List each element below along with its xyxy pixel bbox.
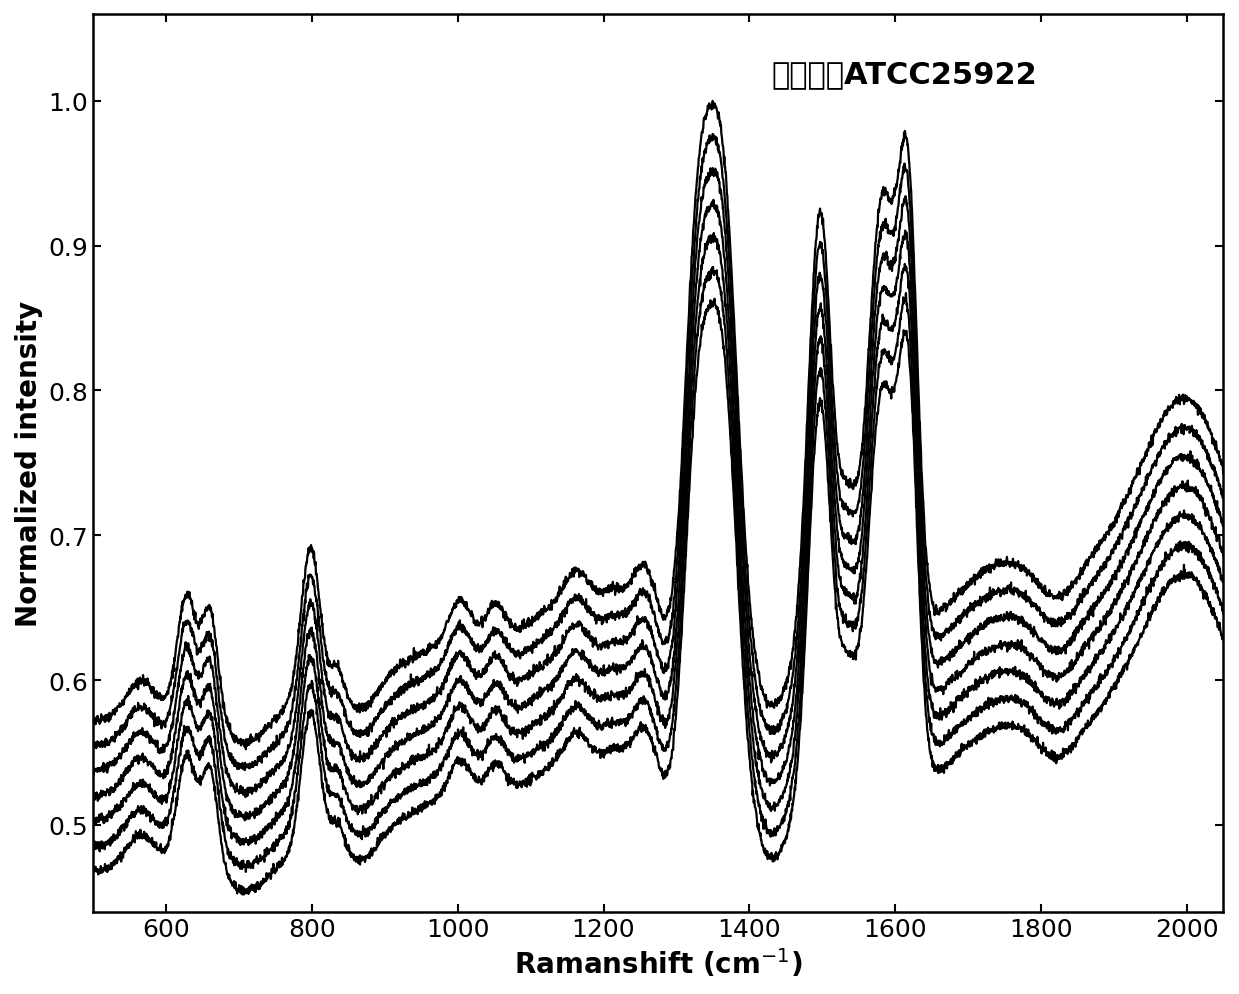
Y-axis label: Normalized intensity: Normalized intensity <box>15 300 43 626</box>
X-axis label: Ramanshift (cm$^{-1}$): Ramanshift (cm$^{-1}$) <box>514 946 803 979</box>
Text: 大肠杆菌ATCC25922: 大肠杆菌ATCC25922 <box>771 60 1037 88</box>
